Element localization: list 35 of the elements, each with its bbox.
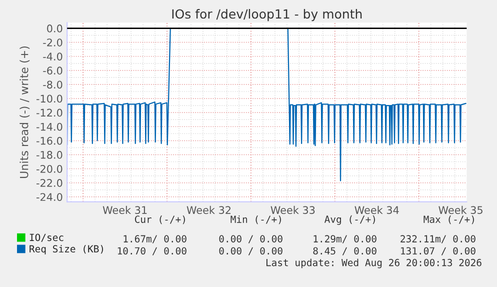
text: 131.07 / 0.00 (401, 247, 476, 256)
y-tick-label: -18.0 (36, 150, 62, 159)
text: Min (-/+) (230, 215, 281, 224)
y-tick-label: -2.0 (43, 38, 62, 46)
chart-title: IOs for /dev/loop11 - by month (172, 9, 362, 22)
x-tick-label: Week 35 (438, 206, 482, 214)
text: Avg (-/+) (324, 215, 375, 225)
x-tick-label: Week 31 (102, 206, 147, 214)
text: 8.45 / 0.00 (313, 247, 376, 256)
y-tick-label: -24.0 (36, 193, 62, 201)
y-tick-label: -8.0 (43, 80, 62, 89)
legend-label: IO/sec (30, 234, 64, 242)
text: Cur (-/+) (134, 215, 185, 224)
y-tick-label: -22.0 (36, 179, 62, 187)
text: 1.29m/ 0.00 (314, 235, 376, 244)
y-tick-label: -16.0 (36, 136, 62, 145)
text: 10.70 / 0.00 (118, 247, 186, 256)
y-tick-label: -6.0 (43, 66, 62, 75)
legend-label: Req Size (KB) (30, 244, 104, 254)
text: 1.67m/ 0.00 (124, 235, 186, 244)
text: 0.00 / 0.00 (219, 247, 282, 256)
y-tick-label: -14.0 (36, 122, 62, 131)
y-tick-label: -20.0 (36, 164, 62, 173)
x-tick-label: Week 32 (186, 206, 230, 214)
text: Max (-/+) (424, 215, 474, 224)
y-axis-title: Units read (-) / write (+) (20, 46, 30, 178)
text: 0.00 / 0.00 (219, 235, 282, 244)
x-tick-label: Week 33 (270, 206, 315, 214)
y-tick-label: -4.0 (43, 52, 62, 60)
text: Last update: Wed Aug 26 20:00:13 2026 (266, 258, 482, 268)
x-tick-label: Week 34 (354, 206, 399, 214)
y-tick-label: -10.0 (36, 94, 62, 103)
y-tick-label: -12.0 (36, 108, 62, 117)
y-tick-label: 0.0 (47, 24, 62, 32)
text: 232.11m/ 0.00 (400, 235, 476, 244)
